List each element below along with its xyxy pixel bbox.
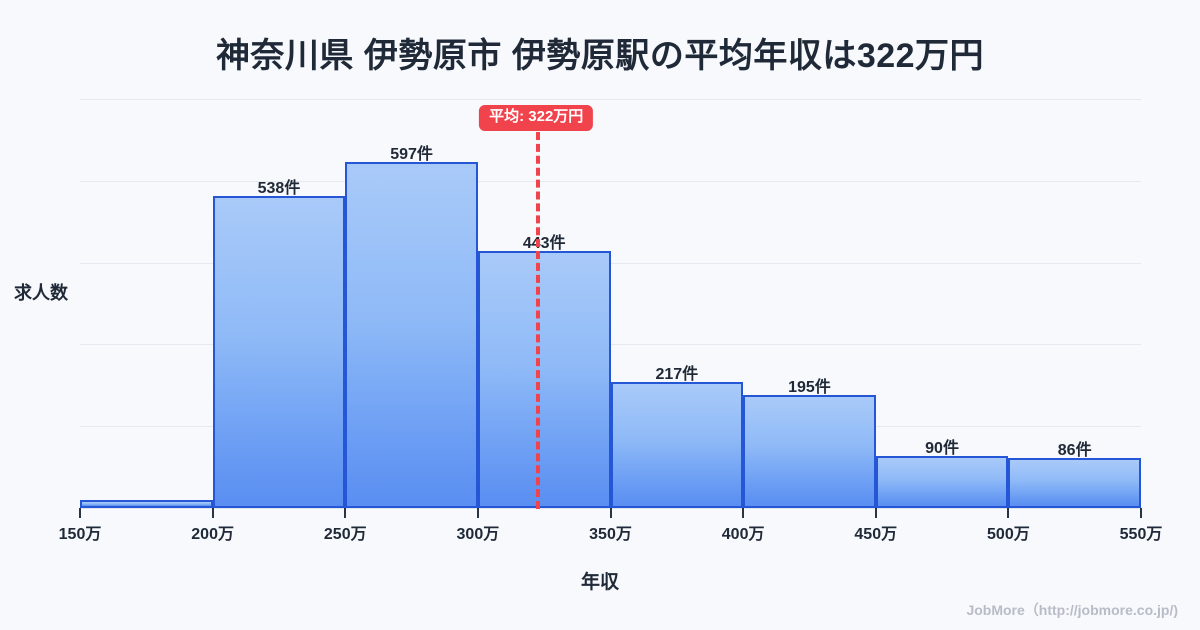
bar[interactable] <box>743 394 876 508</box>
gridline <box>80 181 1141 182</box>
average-line <box>536 132 541 509</box>
x-tick-mark <box>211 508 214 518</box>
bar-value-label: 86件 <box>1057 442 1092 460</box>
x-tick-mark <box>742 508 745 518</box>
bar[interactable] <box>80 500 213 508</box>
gridline <box>80 99 1141 100</box>
gridline <box>80 263 1141 264</box>
x-axis-label: 年収 <box>580 572 619 593</box>
gridline <box>80 344 1141 345</box>
bar-value-label: 597件 <box>390 145 433 163</box>
bar-value-label: 217件 <box>655 366 699 384</box>
x-tick-label: 550万 <box>1119 526 1163 543</box>
bar-value-label: 90件 <box>925 439 959 457</box>
x-tick-mark <box>79 508 81 518</box>
bar[interactable] <box>345 161 478 508</box>
bar-value-label: 443件 <box>522 234 566 252</box>
bar[interactable] <box>212 195 346 508</box>
x-tick-label: 500万 <box>987 526 1030 543</box>
x-tick-label: 450万 <box>854 526 898 543</box>
x-tick-mark <box>476 508 479 518</box>
page-title: 神奈川県 伊勢原市 伊勢原駅の平均年収は322万円 <box>215 37 985 75</box>
x-tick-label: 350万 <box>589 526 632 543</box>
x-tick-mark <box>344 508 347 518</box>
x-tick-mark <box>874 508 877 518</box>
x-tick-label: 150万 <box>58 526 102 543</box>
bar-value-label: 195件 <box>788 378 831 396</box>
bar[interactable] <box>875 455 1009 508</box>
bar[interactable] <box>610 382 744 508</box>
y-axis-label: 求人数 <box>14 283 68 303</box>
bar-value-label: 538件 <box>257 179 301 197</box>
bar[interactable] <box>1008 458 1141 508</box>
watermark: JobMore（http://jobmore.co.jp/) <box>966 602 1178 618</box>
x-tick-label: 200万 <box>191 526 234 543</box>
x-tick-mark <box>1007 508 1010 518</box>
bars-layer: 538件 597件 443件 217件 195件 90件 86件 <box>80 99 1141 508</box>
x-tick-label: 400万 <box>721 526 765 543</box>
x-tick-label: 250万 <box>323 526 367 543</box>
x-tick-mark <box>1140 508 1142 518</box>
x-tick-label: 300万 <box>456 526 500 543</box>
average-badge: 平均: 322万円 <box>479 105 594 131</box>
bar[interactable] <box>477 251 611 508</box>
x-tick-mark <box>609 508 612 518</box>
